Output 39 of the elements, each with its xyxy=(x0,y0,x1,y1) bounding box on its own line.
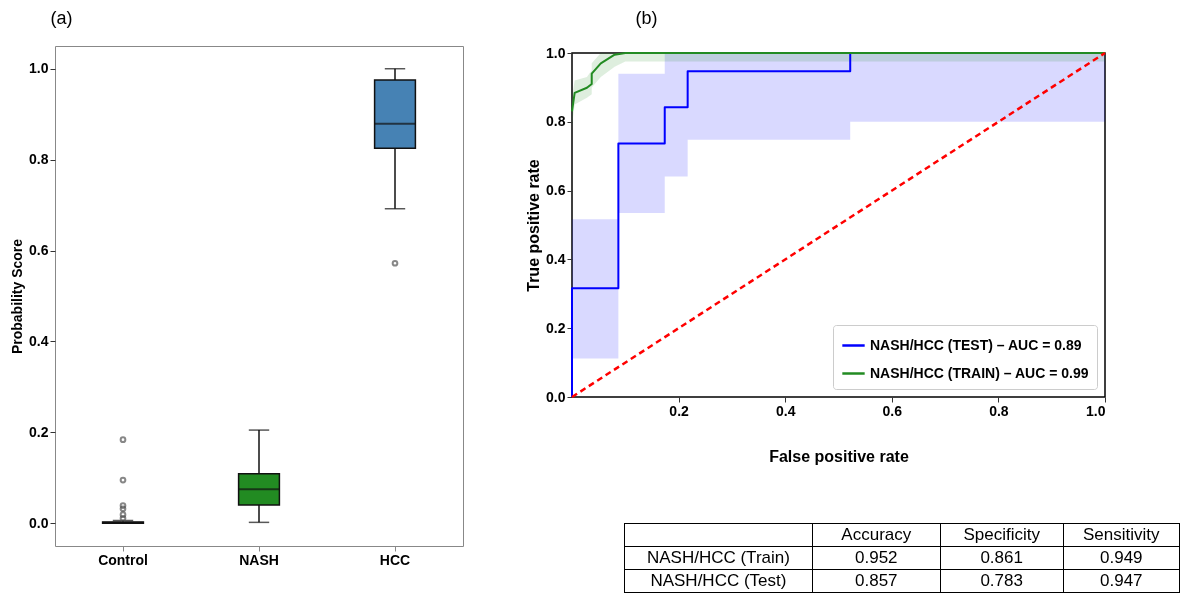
y-tick-label: 0.0 xyxy=(29,514,49,531)
x-tick-label: 0.6 xyxy=(882,402,903,419)
category-label: Sensitivity xyxy=(1063,523,1180,547)
chart-title: (b) xyxy=(635,8,658,28)
y-tick-label: 0.6 xyxy=(29,242,49,259)
y-tick-label: 0.6 xyxy=(546,182,566,199)
y-tick-label: 0.8 xyxy=(29,151,49,168)
legend-label: NASH/HCC (TEST) – AUC = 0.89 xyxy=(870,336,1082,353)
data-label: 0.783 xyxy=(940,569,1064,593)
x-tick-label: 0.2 xyxy=(669,402,690,419)
x-tick-label: Control xyxy=(98,551,148,568)
text: NASH/HCC (Train) xyxy=(624,546,813,570)
legend-label: NASH/HCC (TRAIN) – AUC = 0.99 xyxy=(870,364,1089,381)
data-label: 0.861 xyxy=(940,546,1064,570)
x-tick-label: 1.0 xyxy=(1086,402,1106,419)
x-tick-label: NASH xyxy=(239,551,279,568)
y-axis-title: Probability Score xyxy=(9,238,26,355)
line-series xyxy=(571,52,1106,113)
data-label: 0.857 xyxy=(812,569,941,593)
y-tick-label: 1.0 xyxy=(29,60,49,77)
y-tick-label: 0.2 xyxy=(29,423,49,440)
data-label: 0.947 xyxy=(1063,569,1180,593)
y-tick-label: 0.0 xyxy=(546,388,566,405)
y-tick-label: 0.4 xyxy=(546,250,566,267)
y-tick-label: 0.2 xyxy=(546,319,566,336)
chart-title: (a) xyxy=(50,8,73,28)
data-label: 0.949 xyxy=(1063,546,1180,570)
category-label: Specificity xyxy=(940,523,1064,547)
y-tick-label: 0.4 xyxy=(29,332,49,349)
x-tick-label: 0.8 xyxy=(989,402,1009,419)
category-label: Accuracy xyxy=(812,523,941,547)
y-axis-title: True positive rate xyxy=(525,159,543,292)
x-axis-title: False positive rate xyxy=(769,447,909,465)
data-label: 0.952 xyxy=(812,546,941,570)
y-tick-label: 0.8 xyxy=(546,113,566,130)
y-tick-label: 1.0 xyxy=(546,44,566,61)
x-tick-label: HCC xyxy=(379,551,411,568)
text: NASH/HCC (Test) xyxy=(624,569,813,593)
x-tick-label: 0.4 xyxy=(775,402,796,419)
